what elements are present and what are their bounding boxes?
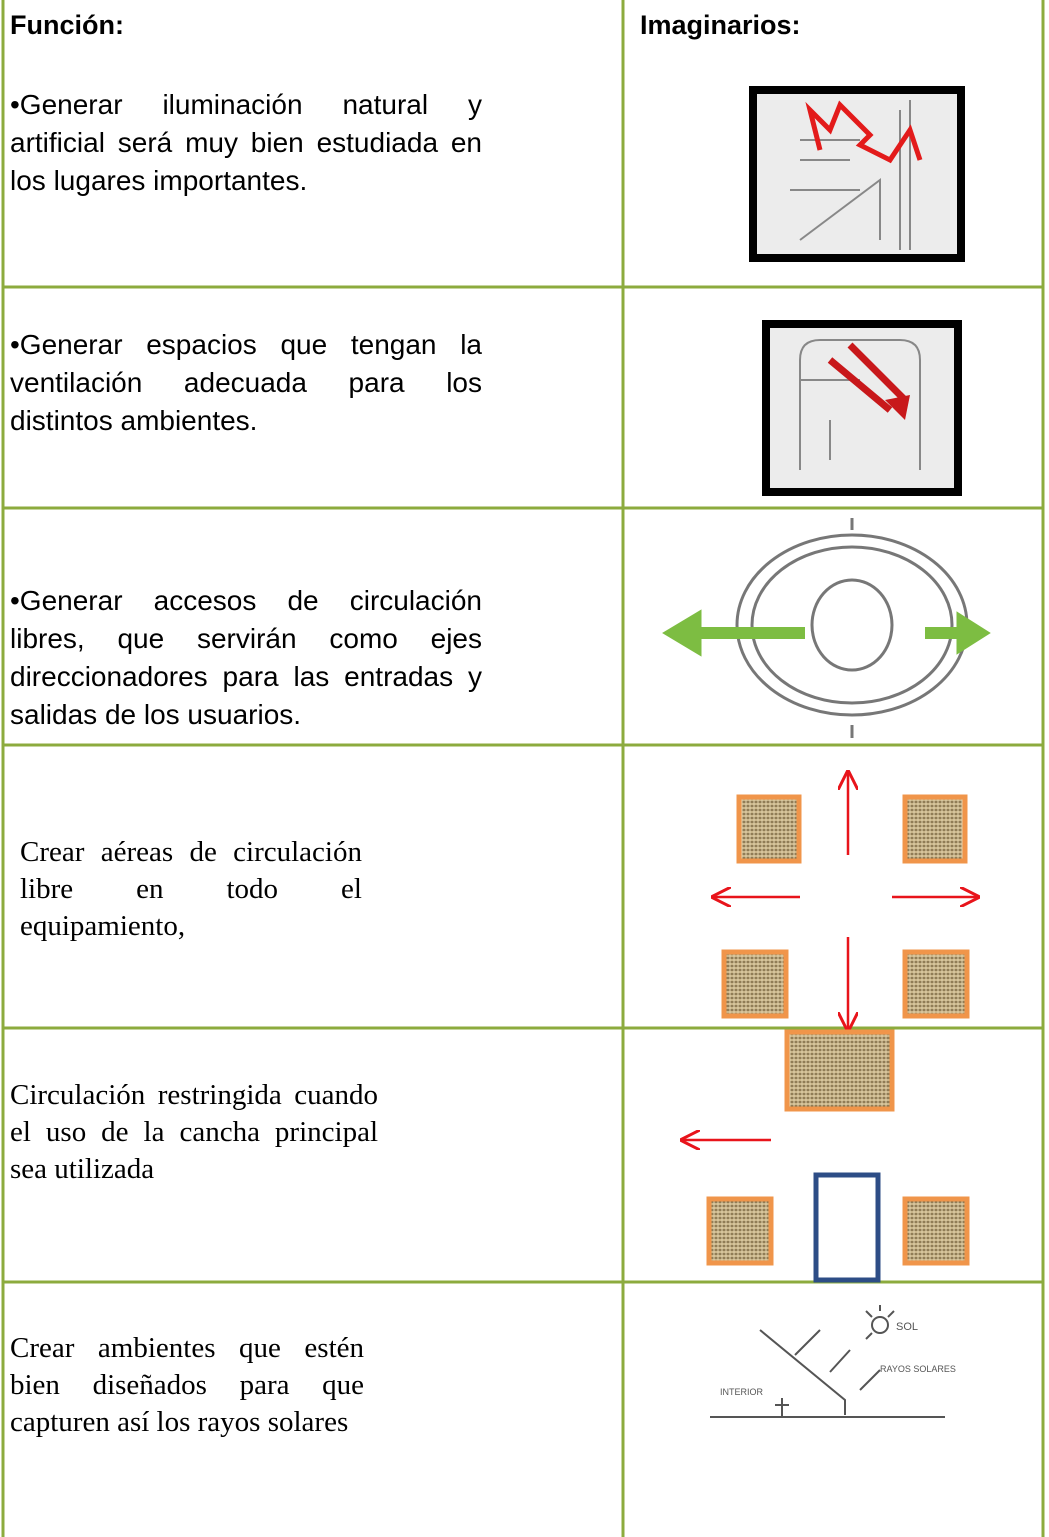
sketch-label: RAYOS SOLARES [880, 1364, 956, 1374]
row-text: •Generar accesos de circulación libres, … [10, 585, 482, 730]
row-text: •Generar espacios que tengan la ventilac… [10, 329, 482, 436]
sketch-solar: SOL INTERIOR RAYOS SOLARES [710, 1305, 956, 1418]
row-text: •Generar iluminación natural y artificia… [10, 89, 482, 196]
sketch-lighting [749, 86, 965, 262]
sketch-label: INTERIOR [720, 1387, 764, 1397]
column-header: Imaginarios: [640, 10, 801, 40]
column-header: Función: [10, 10, 124, 40]
row-text: Circulación restringida cuando el uso de… [10, 1079, 378, 1185]
sketch-label: SOL [896, 1321, 918, 1333]
sketch-restricted [682, 1029, 970, 1283]
row-text: Crear ambientes que estén bien diseñados… [10, 1332, 364, 1438]
sketch-access [662, 518, 991, 738]
sketch-ventilation [762, 320, 962, 496]
row-text: Crear aéreas de circulación libre en tod… [20, 836, 362, 942]
sketch-circulation [713, 772, 978, 1030]
